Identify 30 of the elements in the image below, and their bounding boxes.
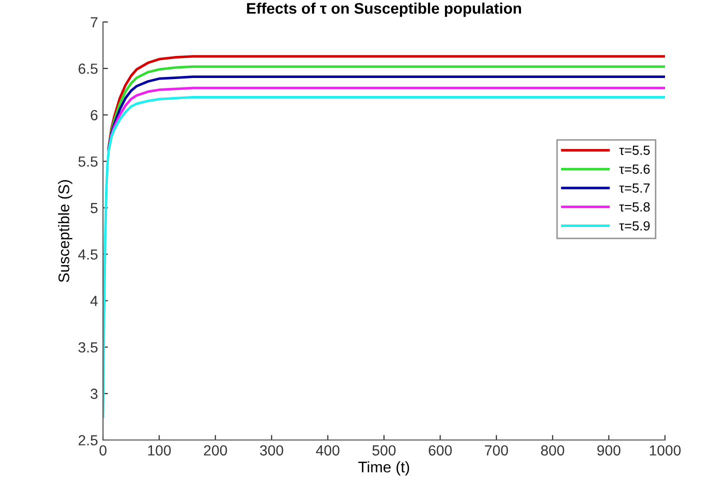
- x-tick-label: 900: [597, 445, 620, 456]
- y-tick-label: 5.5: [78, 156, 98, 167]
- y-tick-label: 4.5: [78, 249, 98, 260]
- x-tick-label: 800: [541, 445, 564, 456]
- y-axis-title: Susceptible (S): [58, 180, 72, 282]
- y-tick-label: 3.5: [78, 342, 98, 353]
- x-tick-label: 600: [428, 445, 452, 456]
- y-tick-label: 4: [90, 296, 98, 306]
- y-tick-label: 3: [90, 388, 98, 399]
- x-tick-label: 300: [260, 445, 284, 456]
- legend-label: τ=5.9: [619, 221, 650, 231]
- y-tick-label: 2.5: [78, 435, 98, 446]
- x-tick-label: 400: [316, 445, 340, 456]
- x-tick-label: 0: [100, 445, 106, 456]
- line-series: [103, 96, 665, 418]
- x-tick-label: 500: [372, 445, 396, 456]
- x-axis-title: Time (t): [358, 461, 410, 476]
- legend-label: τ=5.5: [619, 146, 650, 155]
- y-tick-label: 5: [90, 203, 98, 214]
- x-tick-label: 700: [484, 445, 508, 456]
- legend-label: τ=5.6: [619, 164, 650, 174]
- legend-label: τ=5.7: [619, 184, 650, 193]
- y-tick-label: 6.5: [78, 64, 98, 74]
- y-tick-label: 6: [90, 110, 98, 120]
- y-tick-label: 7: [90, 17, 98, 28]
- chart-title: Effects of τ on Susceptible population: [247, 2, 522, 17]
- x-tick-label: 200: [204, 445, 227, 456]
- legend-label: τ=5.8: [619, 202, 650, 212]
- x-tick-label: 100: [148, 445, 171, 456]
- x-tick-label: 1000: [650, 445, 681, 456]
